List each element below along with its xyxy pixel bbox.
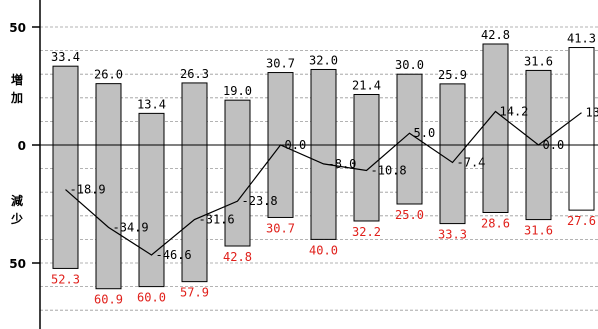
increase-label: 13.4 (137, 97, 166, 111)
net-label: 14.2 (500, 104, 529, 118)
net-label: 5.0 (414, 126, 436, 140)
y-tick-label: 50 (9, 257, 26, 271)
decrease-label: 33.3 (438, 228, 467, 242)
decrease-label: 30.7 (266, 221, 295, 235)
decrease-label: 40.0 (309, 243, 338, 257)
increase-label: 25.9 (438, 68, 467, 82)
bar (568, 47, 595, 211)
side-label-increase: 加 (10, 90, 23, 105)
increase-label: 32.0 (309, 53, 338, 67)
bar (224, 99, 251, 247)
bar (52, 65, 79, 269)
increase-label: 19.0 (223, 84, 252, 98)
increase-label: 30.7 (266, 57, 295, 71)
increase-label: 21.4 (352, 78, 381, 92)
net-label: -46.6 (156, 248, 192, 262)
decrease-label: 27.6 (567, 214, 596, 228)
decrease-label: 28.6 (481, 216, 510, 230)
bar-series (52, 43, 595, 290)
increase-label: 26.0 (94, 68, 123, 82)
bar (138, 112, 165, 288)
decrease-label: 60.0 (137, 291, 166, 305)
decrease-label: 60.9 (94, 293, 123, 307)
data-labels: 33.4 52.3 -18.9 26.0 60.9 -34.9 13.4 60.0 -46.6 2… (51, 28, 598, 307)
bar (181, 82, 208, 283)
net-label: -18.9 (70, 183, 106, 197)
increase-label: 42.8 (481, 28, 510, 42)
y-tick-label: 50 (9, 21, 26, 35)
side-label-increase: 増 (11, 72, 23, 87)
decrease-label: 42.8 (223, 250, 252, 264)
net-label: -34.9 (113, 220, 149, 234)
net-label: -7.4 (457, 155, 486, 169)
decrease-label: 25.0 (395, 208, 424, 222)
net-line (65, 110, 582, 256)
increase-label: 31.6 (524, 54, 553, 68)
net-label: -8.0 (328, 157, 357, 171)
net-label: -23.8 (242, 194, 278, 208)
bar (439, 83, 466, 225)
decrease-label: 57.9 (180, 286, 209, 300)
side-label-decrease: 減 (11, 193, 23, 208)
bar (482, 43, 509, 213)
increase-label: 41.3 (567, 32, 596, 46)
net-label: -31.6 (199, 213, 235, 227)
net-label: 0.0 (285, 138, 307, 152)
net-line-series (65, 110, 582, 256)
net-label: -10.8 (371, 163, 407, 177)
bar (95, 83, 122, 290)
net-label: 0.0 (543, 138, 565, 152)
y-tick-label: 0 (18, 139, 26, 153)
bar (353, 93, 380, 222)
increase-label: 33.4 (51, 50, 80, 64)
decrease-label: 32.2 (352, 225, 381, 239)
bar (310, 68, 337, 240)
increase-label: 30.0 (395, 58, 424, 72)
side-label-decrease: 少 (10, 211, 23, 226)
increase-label: 26.3 (180, 67, 209, 81)
decrease-label: 31.6 (524, 224, 553, 238)
decrease-label: 52.3 (51, 272, 80, 286)
net-label: 13.7 (586, 106, 598, 120)
